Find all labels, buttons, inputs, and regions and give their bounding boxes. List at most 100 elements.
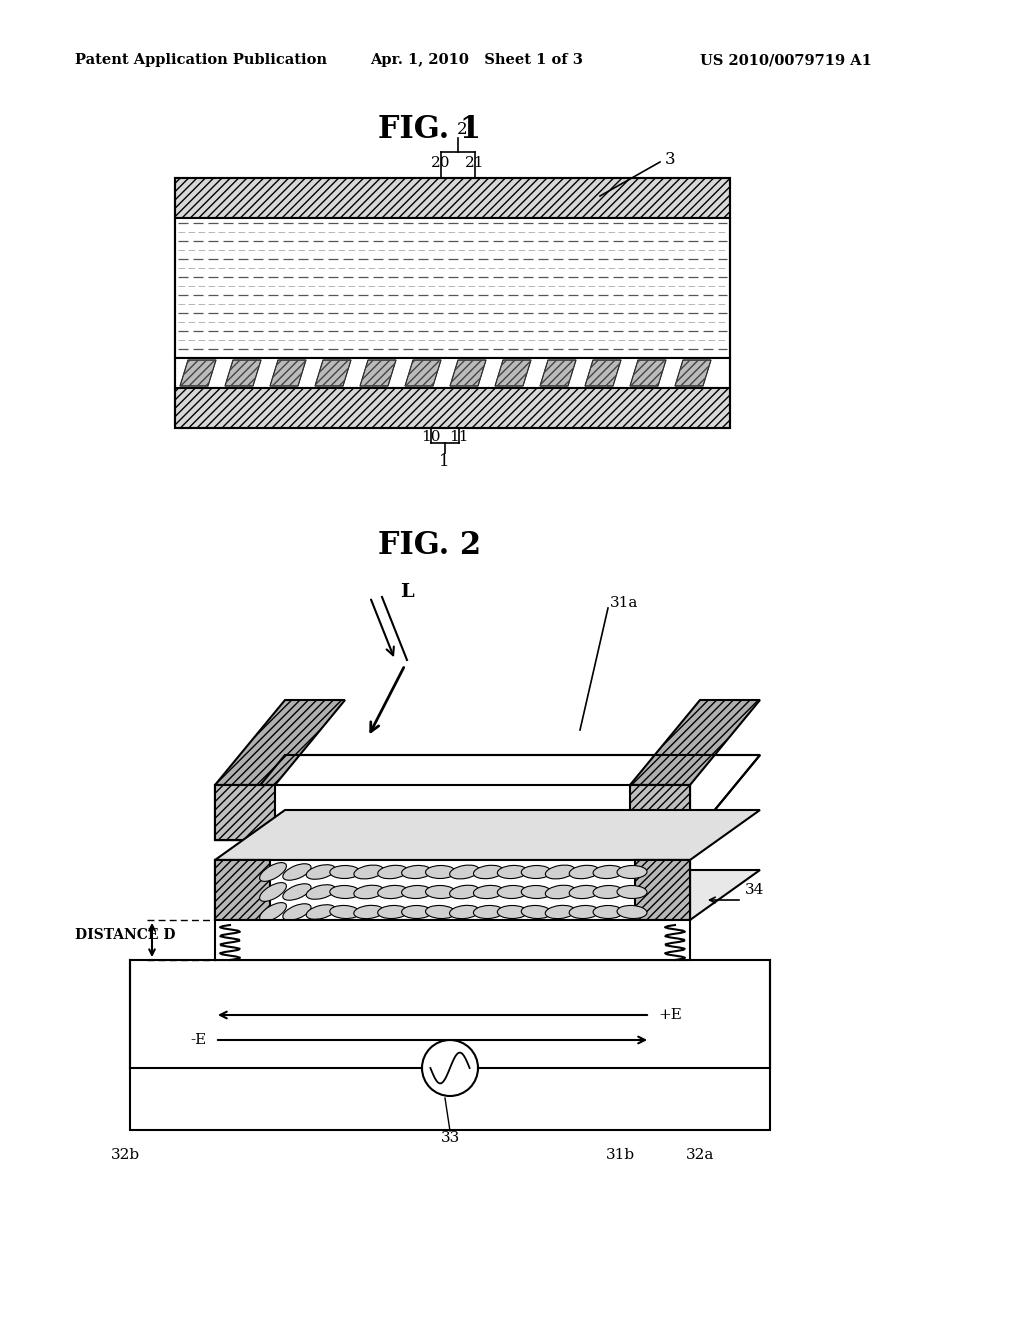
Ellipse shape — [260, 883, 287, 902]
Polygon shape — [215, 700, 345, 785]
Ellipse shape — [260, 903, 287, 921]
Ellipse shape — [450, 886, 479, 899]
Polygon shape — [215, 810, 760, 861]
Polygon shape — [225, 360, 261, 385]
Bar — [175, 178, 730, 428]
Ellipse shape — [354, 865, 384, 879]
Text: Apr. 1, 2010   Sheet 1 of 3: Apr. 1, 2010 Sheet 1 of 3 — [370, 53, 583, 67]
Ellipse shape — [330, 886, 359, 899]
Text: Patent Application Publication: Patent Application Publication — [75, 53, 327, 67]
Ellipse shape — [378, 886, 408, 899]
Bar — [175, 218, 730, 358]
Polygon shape — [635, 861, 690, 920]
Ellipse shape — [498, 886, 527, 899]
Polygon shape — [406, 360, 441, 385]
Polygon shape — [215, 785, 275, 840]
Ellipse shape — [306, 884, 336, 899]
Ellipse shape — [546, 886, 575, 899]
Ellipse shape — [283, 863, 311, 880]
Ellipse shape — [473, 886, 504, 899]
Ellipse shape — [260, 863, 287, 882]
Ellipse shape — [330, 866, 359, 879]
Polygon shape — [215, 755, 760, 840]
Ellipse shape — [378, 866, 408, 879]
Bar — [215, 920, 690, 960]
Ellipse shape — [521, 886, 551, 899]
Ellipse shape — [617, 866, 647, 879]
Text: 20: 20 — [431, 156, 451, 170]
Ellipse shape — [569, 886, 599, 899]
Text: 33: 33 — [440, 1131, 460, 1144]
Polygon shape — [675, 360, 711, 385]
Polygon shape — [630, 785, 690, 840]
Ellipse shape — [378, 906, 408, 919]
Ellipse shape — [473, 866, 504, 879]
Ellipse shape — [450, 865, 479, 879]
Text: DISTANCE D: DISTANCE D — [75, 928, 175, 942]
Polygon shape — [175, 178, 730, 218]
Ellipse shape — [545, 906, 575, 919]
Ellipse shape — [521, 906, 551, 919]
Ellipse shape — [283, 884, 311, 900]
Text: 31a: 31a — [610, 597, 638, 610]
Polygon shape — [215, 870, 760, 920]
Polygon shape — [540, 360, 575, 385]
Ellipse shape — [330, 906, 359, 919]
Text: FIG. 1: FIG. 1 — [379, 115, 481, 145]
Polygon shape — [215, 861, 690, 920]
Ellipse shape — [401, 866, 431, 879]
Polygon shape — [175, 388, 730, 428]
Polygon shape — [450, 360, 486, 385]
Text: 32b: 32b — [111, 1148, 139, 1162]
Text: L: L — [400, 583, 414, 601]
Ellipse shape — [401, 886, 431, 899]
Text: +E: +E — [658, 1008, 682, 1022]
Text: 2: 2 — [457, 121, 468, 139]
Polygon shape — [495, 360, 531, 385]
Text: 21: 21 — [465, 156, 484, 170]
Polygon shape — [180, 360, 216, 385]
Ellipse shape — [354, 886, 384, 899]
Polygon shape — [215, 785, 690, 840]
Ellipse shape — [426, 886, 456, 899]
Ellipse shape — [617, 906, 647, 919]
Polygon shape — [215, 785, 275, 840]
Ellipse shape — [617, 886, 647, 899]
Ellipse shape — [450, 906, 479, 919]
Ellipse shape — [593, 886, 623, 899]
Ellipse shape — [498, 866, 527, 879]
Ellipse shape — [401, 906, 431, 919]
Ellipse shape — [498, 906, 527, 919]
Ellipse shape — [354, 906, 384, 919]
Polygon shape — [270, 360, 306, 385]
Polygon shape — [360, 360, 396, 385]
Text: 1: 1 — [439, 453, 450, 470]
Ellipse shape — [546, 865, 575, 879]
Ellipse shape — [426, 866, 456, 879]
Bar — [175, 358, 730, 388]
Ellipse shape — [306, 865, 336, 879]
Ellipse shape — [569, 906, 599, 919]
Ellipse shape — [426, 906, 456, 919]
Ellipse shape — [593, 866, 623, 879]
Polygon shape — [585, 360, 621, 385]
Text: 34: 34 — [745, 883, 764, 898]
Polygon shape — [630, 360, 666, 385]
Ellipse shape — [283, 904, 311, 920]
Text: -E: -E — [190, 1034, 207, 1047]
Polygon shape — [630, 785, 690, 840]
Ellipse shape — [569, 866, 599, 879]
Text: US 2010/0079719 A1: US 2010/0079719 A1 — [700, 53, 871, 67]
Text: 11: 11 — [449, 430, 468, 444]
Text: FIG. 2: FIG. 2 — [379, 529, 481, 561]
Bar — [130, 960, 770, 1130]
Polygon shape — [635, 861, 690, 920]
Ellipse shape — [306, 904, 336, 919]
Ellipse shape — [473, 906, 504, 919]
Polygon shape — [215, 861, 270, 920]
Polygon shape — [630, 700, 760, 785]
Polygon shape — [215, 861, 270, 920]
Text: 32a: 32a — [686, 1148, 714, 1162]
Ellipse shape — [521, 866, 551, 879]
Text: 10: 10 — [421, 430, 440, 444]
